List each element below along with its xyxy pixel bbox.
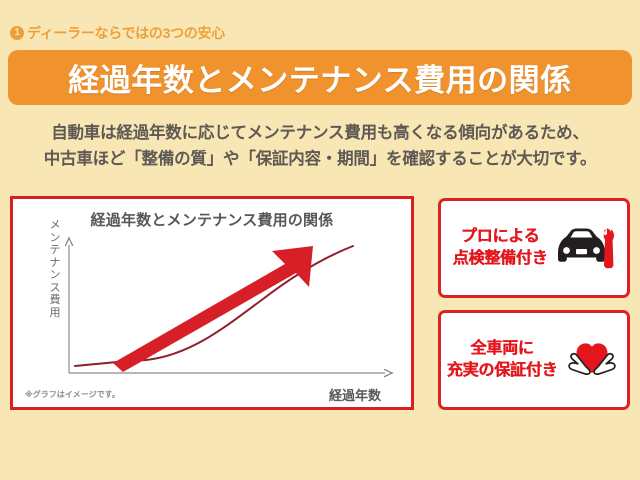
feature-card-warranty[interactable]: 全車両に 充実の保証付き bbox=[438, 310, 630, 410]
chart-panel: 経過年数とメンテナンス費用の関係 メ ン テ ナ ン ス 費 用 bbox=[10, 196, 414, 410]
lead-paragraph: 自動車は経過年数に応じてメンテナンス費用も高くなる傾向があるため、 中古車ほど「… bbox=[0, 120, 640, 172]
chart-graphic bbox=[13, 235, 411, 395]
y-axis-char-2: ン bbox=[49, 231, 61, 244]
right-hand bbox=[593, 352, 617, 375]
lead-line-2: 中古車ほど「整備の質」や「保証内容・期間」を確認することが大切です。 bbox=[43, 150, 597, 168]
eyebrow-number-badge: 1 bbox=[10, 26, 24, 40]
eyebrow-label: 1 ディーラーならではの3つの安心 bbox=[10, 23, 225, 43]
feature-card-inspection-text: プロによる 点検整備付き bbox=[453, 226, 548, 270]
car-wrench-icon bbox=[553, 226, 615, 270]
chart-y-axis-label: メ ン テ ナ ン ス 費 用 bbox=[47, 219, 63, 319]
y-axis-char-4: ナ bbox=[49, 256, 61, 269]
feature-card-warranty-line-1: 全車両に bbox=[470, 340, 534, 357]
y-axis-char-3: テ bbox=[49, 244, 61, 256]
chart-x-axis-label: 経過年数 bbox=[329, 388, 382, 403]
left-hand bbox=[568, 352, 592, 375]
eyebrow-text: ディーラーならではの3つの安心 bbox=[27, 25, 225, 41]
chart-series-line bbox=[74, 245, 354, 367]
feature-card-inspection[interactable]: プロによる 点検整備付き bbox=[438, 198, 630, 298]
banner-title: 経過年数とメンテナンス費用の関係 bbox=[68, 63, 572, 98]
feature-card-inspection-line-2: 点検整備付き bbox=[452, 250, 548, 267]
section-banner: 経過年数とメンテナンス費用の関係 bbox=[8, 50, 632, 105]
feature-card-warranty-text: 全車両に 充実の保証付き bbox=[447, 338, 558, 382]
y-axis-char-8: 用 bbox=[49, 306, 61, 319]
chart-disclaimer-note: ※グラフはイメージです。 bbox=[25, 390, 120, 399]
feature-card-warranty-line-2: 充実の保証付き bbox=[446, 362, 558, 379]
y-axis-char-6: ス bbox=[49, 281, 61, 294]
feature-card-inspection-line-1: プロによる bbox=[460, 228, 540, 245]
hands-heart-icon bbox=[563, 338, 621, 382]
chart-trend-arrow bbox=[113, 246, 313, 372]
y-axis-char-1: メ bbox=[49, 219, 61, 231]
content-area: 経過年数とメンテナンス費用の関係 メ ン テ ナ ン ス 費 用 bbox=[10, 196, 630, 416]
y-axis-char-5: ン bbox=[49, 269, 61, 281]
chart-title: 経過年数とメンテナンス費用の関係 bbox=[90, 212, 334, 229]
y-axis-char-7: 費 bbox=[49, 294, 61, 306]
lead-line-1: 自動車は経過年数に応じてメンテナンス費用も高くなる傾向があるため、 bbox=[51, 124, 589, 142]
